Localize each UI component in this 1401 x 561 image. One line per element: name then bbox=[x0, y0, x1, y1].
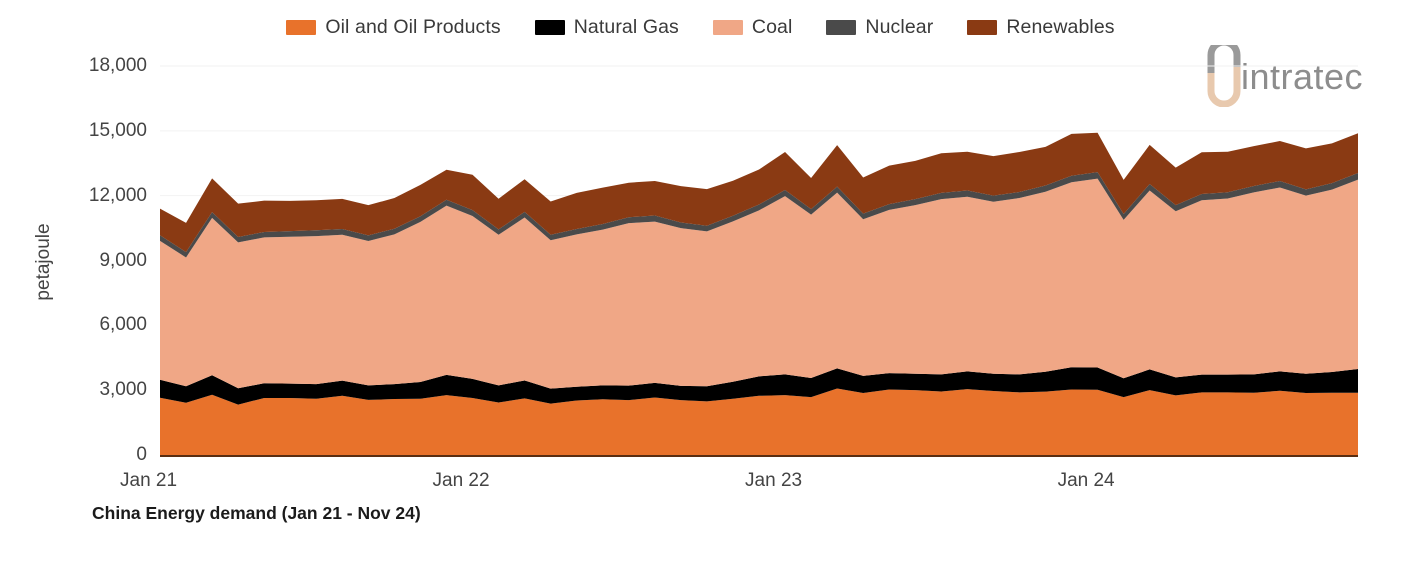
chart-caption: China Energy demand (Jan 21 - Nov 24) bbox=[92, 503, 421, 523]
chart-legend: Oil and Oil Products Natural Gas Coal Nucle… bbox=[0, 16, 1401, 39]
legend-label: Natural Gas bbox=[573, 16, 679, 38]
x-axis-tick-label: Jan 23 bbox=[745, 470, 803, 491]
legend-item-oil-and-oil-products[interactable]: Oil and Oil Products bbox=[286, 16, 501, 39]
legend-swatch-icon bbox=[286, 20, 317, 35]
legend-item-coal[interactable]: Coal bbox=[712, 16, 793, 39]
logo-mark-u bbox=[1207, 67, 1241, 108]
y-axis-tick-label: 6,000 bbox=[99, 314, 147, 336]
area-series-renewables[interactable] bbox=[160, 132, 1358, 253]
x-axis-tick-label: Jan 21 bbox=[120, 470, 178, 491]
legend-label: Nuclear bbox=[865, 16, 934, 38]
legend-label: Oil and Oil Products bbox=[325, 16, 501, 38]
legend-item-natural-gas[interactable]: Natural Gas bbox=[534, 16, 679, 39]
x-axis-tick-label: Jan 24 bbox=[1057, 470, 1115, 491]
area-series-coal[interactable] bbox=[160, 178, 1358, 389]
legend-label: Coal bbox=[751, 16, 793, 38]
y-axis-tick-label: 3,000 bbox=[99, 379, 147, 401]
logo-svg: intratec bbox=[1207, 38, 1363, 108]
y-axis-title: petajoule bbox=[33, 223, 54, 301]
area-series-oil-and-oil-products[interactable] bbox=[160, 388, 1358, 455]
y-axis-tick-label: 12,000 bbox=[88, 184, 147, 206]
y-axis-tick-label: 0 bbox=[136, 444, 147, 465]
area-series-group bbox=[160, 132, 1358, 455]
area-series-natural-gas[interactable] bbox=[160, 367, 1358, 405]
legend-item-nuclear[interactable]: Nuclear bbox=[826, 16, 933, 39]
intratec-logo: intratec bbox=[1199, 38, 1369, 108]
legend-swatch-icon bbox=[826, 20, 857, 35]
legend-swatch-icon bbox=[712, 20, 743, 35]
legend-swatch-icon bbox=[534, 20, 565, 35]
legend-swatch-icon bbox=[967, 20, 998, 35]
y-axis-tick-label: 9,000 bbox=[99, 249, 147, 271]
logo-wordmark: intratec bbox=[1241, 56, 1363, 97]
legend-label: Renewables bbox=[1006, 16, 1115, 38]
x-axis-tick-label: Jan 22 bbox=[432, 470, 490, 491]
y-axis-tick-label: 18,000 bbox=[88, 55, 147, 76]
y-axis-tick-label: 15,000 bbox=[88, 119, 147, 141]
legend-item-renewables[interactable]: Renewables bbox=[967, 16, 1115, 39]
